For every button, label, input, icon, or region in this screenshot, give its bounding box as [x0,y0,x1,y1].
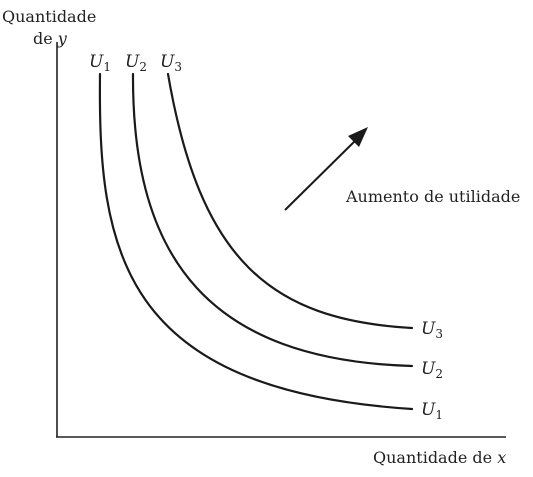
curve-label-right-u3: U3 [421,319,443,341]
curve-label-right-u1: U1 [421,400,443,422]
x-axis-label: Quantidade de x [373,448,506,467]
y-axis-label-line1: Quantidade [2,7,96,26]
curve-label-right-u2: U2 [421,359,443,381]
indifference-curve-u3 [166,72,414,330]
utility-increase-arrow-icon [284,127,368,211]
y-axis-label-line2: de y [33,29,68,48]
indifference-curve-u1 [98,72,414,411]
curve-label-top-u1: U1 [89,52,111,74]
utility-increase-annotation: Aumento de utilidade [345,187,520,206]
curve-label-top-u2: U2 [125,52,147,74]
curve-label-top-u3: U3 [160,52,182,74]
indifference-curve-u2 [131,72,414,368]
